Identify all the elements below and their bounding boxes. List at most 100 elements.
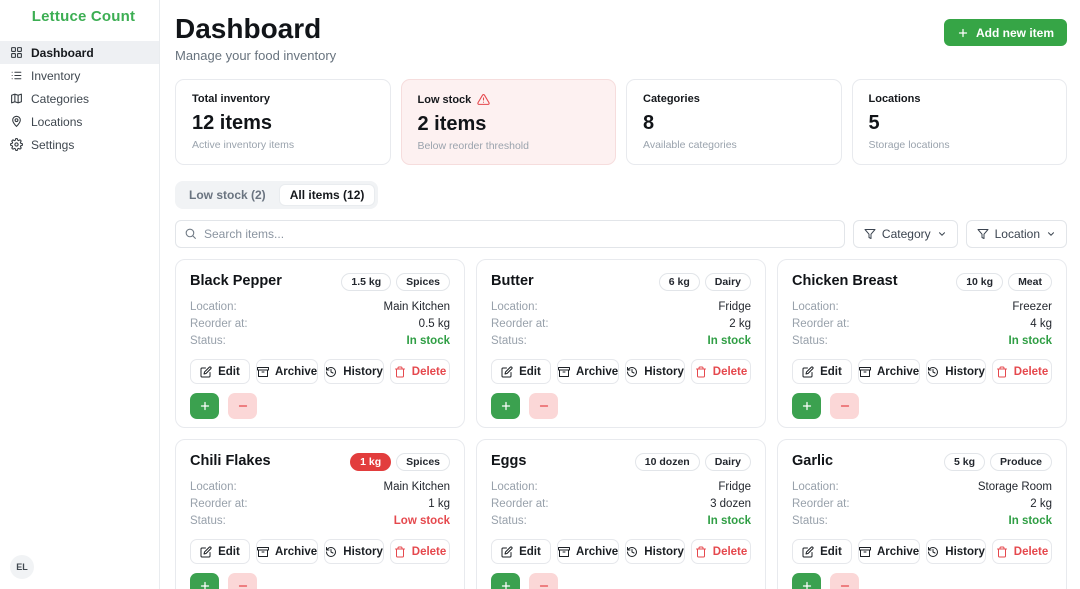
history-label: History: [945, 365, 985, 378]
archive-button[interactable]: Archive: [556, 359, 620, 385]
search-input[interactable]: [175, 220, 845, 249]
chevron-down-icon: [938, 232, 945, 237]
archive-button[interactable]: Archive: [857, 359, 921, 385]
category-badge: Produce: [989, 453, 1052, 472]
increase-quantity-button[interactable]: [792, 573, 821, 589]
location-label: Location:: [491, 301, 538, 314]
decrease-quantity-button[interactable]: [830, 573, 859, 589]
delete-button[interactable]: Delete: [992, 539, 1052, 565]
category-filter-button[interactable]: Category: [852, 220, 958, 249]
history-button[interactable]: History: [324, 359, 385, 385]
item-card-header: Eggs 10 dozen Dairy: [491, 453, 751, 472]
archive-label: Archive: [575, 365, 619, 378]
edit-button[interactable]: Edit: [792, 359, 852, 385]
page-header: Dashboard Manage your food inventory Add…: [175, 14, 1067, 63]
location-row: Location: Freezer: [792, 299, 1052, 316]
main-content: Dashboard Manage your food inventory Add…: [160, 0, 1080, 589]
add-new-item-label: Add new item: [975, 25, 1054, 40]
plus-icon: [200, 582, 209, 589]
history-button[interactable]: History: [926, 359, 987, 385]
archive-label: Archive: [274, 545, 318, 558]
location-value: Fridge: [718, 301, 751, 314]
reorder-label: Reorder at:: [491, 318, 549, 331]
increase-quantity-button[interactable]: [491, 573, 520, 589]
minus-icon: [539, 405, 548, 408]
edit-icon: [501, 546, 513, 558]
history-label: History: [343, 545, 383, 558]
archive-icon: [858, 366, 871, 377]
reorder-row: Reorder at: 2 kg: [792, 496, 1052, 513]
item-actions: Edit Archive History Delete: [792, 359, 1052, 385]
decrease-quantity-button[interactable]: [529, 393, 558, 420]
history-button[interactable]: History: [625, 539, 686, 565]
increase-quantity-button[interactable]: [491, 393, 520, 420]
stat-value: 2 items: [417, 113, 487, 136]
quantity-badge: 1.5 kg: [341, 273, 392, 292]
item-name: Chili Flakes: [190, 453, 271, 470]
item-badges: 1.5 kg Spices: [341, 273, 450, 292]
tab-bar: Low stock (2) All items (12): [175, 181, 379, 210]
increase-quantity-button[interactable]: [190, 573, 219, 589]
archive-icon: [557, 366, 570, 377]
stat-subtext: Below reorder threshold: [417, 140, 529, 153]
increase-quantity-button[interactable]: [792, 393, 821, 420]
location-value: Freezer: [1012, 301, 1052, 314]
map-icon: [11, 93, 22, 104]
archive-button[interactable]: Archive: [255, 539, 319, 565]
quantity-badge: 10 kg: [956, 273, 1004, 292]
status-badge: In stock: [707, 515, 751, 528]
trash-icon: [996, 366, 1007, 378]
sidebar-item-inventory[interactable]: Inventory: [0, 64, 159, 87]
sidebar-item-settings[interactable]: Settings: [0, 133, 159, 156]
sidebar-item-label: Settings: [31, 137, 75, 152]
decrease-quantity-button[interactable]: [228, 393, 257, 420]
sidebar-item-dashboard[interactable]: Dashboard: [0, 41, 159, 64]
stat-label: Low stock: [418, 93, 600, 106]
history-button[interactable]: History: [324, 539, 385, 565]
add-new-item-button[interactable]: Add new item: [943, 19, 1067, 46]
quantity-controls: [491, 573, 751, 589]
tab-all-items[interactable]: All items (12): [278, 184, 376, 207]
decrease-quantity-button[interactable]: [529, 573, 558, 589]
trash-icon: [996, 546, 1007, 558]
delete-button[interactable]: Delete: [691, 359, 751, 385]
sidebar-item-categories[interactable]: Categories: [0, 87, 159, 110]
decrease-quantity-button[interactable]: [830, 393, 859, 420]
archive-button[interactable]: Archive: [556, 539, 620, 565]
stat-card-low-stock: Low stock 2 items Below reorder threshol…: [400, 79, 616, 166]
list-icon: [11, 71, 22, 80]
delete-button[interactable]: Delete: [390, 359, 450, 385]
delete-button[interactable]: Delete: [691, 539, 751, 565]
decrease-quantity-button[interactable]: [228, 573, 257, 589]
history-button[interactable]: History: [926, 539, 987, 565]
increase-quantity-button[interactable]: [190, 393, 219, 420]
location-filter-button[interactable]: Location: [965, 220, 1067, 249]
user-avatar[interactable]: EL: [10, 555, 34, 579]
archive-icon: [858, 546, 871, 557]
edit-button[interactable]: Edit: [491, 359, 551, 385]
tab-low-stock[interactable]: Low stock (2): [178, 184, 277, 206]
category-badge: Dairy: [704, 273, 751, 292]
warning-icon: [477, 94, 490, 106]
item-card: Chicken Breast 10 kg Meat Location: Free…: [777, 259, 1067, 429]
edit-button[interactable]: Edit: [190, 359, 250, 385]
status-label: Status:: [190, 335, 226, 348]
edit-button[interactable]: Edit: [190, 539, 250, 565]
edit-button[interactable]: Edit: [491, 539, 551, 565]
delete-button[interactable]: Delete: [390, 539, 450, 565]
item-card-header: Butter 6 kg Dairy: [491, 273, 751, 292]
item-actions: Edit Archive History Delete: [491, 359, 751, 385]
edit-button[interactable]: Edit: [792, 539, 852, 565]
item-info: Location: Fridge Reorder at: 3 dozen Sta…: [491, 479, 751, 530]
status-row: Status: In stock: [491, 333, 751, 350]
archive-button[interactable]: Archive: [857, 539, 921, 565]
category-badge: Meat: [1008, 273, 1052, 292]
archive-button[interactable]: Archive: [255, 359, 319, 385]
status-label: Status:: [491, 335, 527, 348]
history-button[interactable]: History: [625, 359, 686, 385]
reorder-row: Reorder at: 4 kg: [792, 316, 1052, 333]
item-badges: 1 kg Spices: [350, 453, 450, 472]
sidebar-item-locations[interactable]: Locations: [0, 110, 159, 133]
quantity-badge: 10 dozen: [634, 453, 700, 472]
delete-button[interactable]: Delete: [992, 359, 1052, 385]
